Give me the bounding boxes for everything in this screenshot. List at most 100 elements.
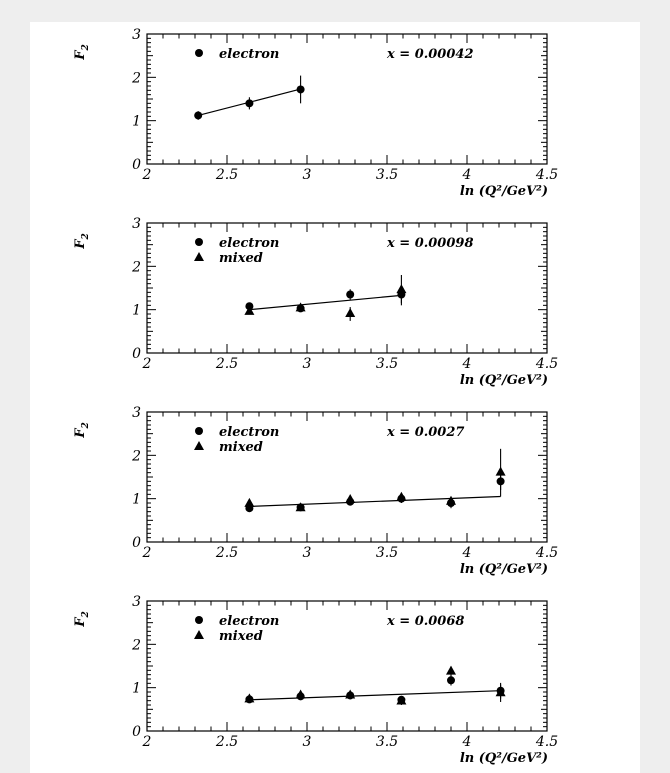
x-axis-label: ln (Q²/GeV²) [460,373,548,388]
x-tick-label: 2.5 [215,167,238,183]
y-tick-label: 1 [132,681,141,697]
x-tick-label: 3.5 [376,356,398,372]
y-axis-label: F2 [73,44,91,61]
y-tick-label: 1 [132,303,141,319]
data-point-mixed [396,695,407,705]
x-tick-label: 3.5 [376,734,398,750]
panel-annotation: x = 0.0027 [386,425,464,440]
x-tick-label: 4 [462,734,472,750]
data-point-mixed [244,693,255,703]
data-point-mixed [396,284,407,294]
x-tick-label: 4.5 [535,545,558,561]
legend-label-electron: electron [219,425,279,440]
y-axis-label-main: F [73,50,88,61]
y-axis-label-subscript: 2 [81,611,91,618]
x-tick-label: 2.5 [215,734,238,750]
x-tick-label: 3 [303,167,312,183]
x-tick-label: 4 [462,356,472,372]
y-axis-label-subscript: 2 [81,422,91,429]
legend-label-mixed: mixed [219,440,263,455]
data-point-electron [194,111,203,120]
fit-line [249,690,501,701]
x-tick-label: 4.5 [535,356,558,372]
data-point-mixed [345,689,356,699]
plot-frame [146,33,548,165]
y-tick-label: 3 [132,27,141,43]
data-point-electron [346,290,355,299]
data-point-mixed [345,308,356,317]
x-tick-label: 2 [142,167,152,183]
legend-marker-circle [195,427,203,435]
plot-frame [146,222,548,354]
x-tick-label: 3 [303,356,312,372]
x-tick-label: 3 [303,545,312,561]
legend-label-mixed: mixed [219,251,263,266]
x-tick-label: 2.5 [215,356,238,372]
legend-label-mixed: mixed [219,629,263,644]
legend-label-electron: electron [219,47,279,62]
data-point-mixed [244,497,255,507]
data-point-mixed [295,502,306,512]
fit-line [249,294,402,311]
data-point-mixed [345,493,356,503]
x-axis-label: ln (Q²/GeV²) [460,751,548,766]
data-point-mixed [396,491,407,501]
x-tick-label: 3.5 [376,545,398,561]
y-tick-label: 0 [132,535,141,551]
y-axis-label-main: F [73,239,88,250]
fit-line [249,495,501,508]
x-tick-label: 2 [142,356,152,372]
x-tick-label: 3 [303,734,312,750]
y-tick-label: 3 [132,594,141,610]
x-tick-label: 3.5 [376,167,398,183]
y-tick-label: 2 [131,70,141,86]
x-tick-label: 4 [462,545,472,561]
legend-marker-circle [195,616,203,624]
figure-sheet: 2 2.5 3 3.5 4 4.5 0 1 2 3 F2 ln (Q²/GeV²) x = 0.0004… [30,22,640,773]
data-point-mixed [446,495,456,505]
y-axis-label-text: F2 [73,233,91,250]
x-axis-label: ln (Q²/GeV²) [460,562,548,577]
data-point-mixed [446,665,456,675]
data-point-mixed [495,687,506,697]
y-axis-label: F2 [73,422,91,439]
y-axis-label-main: F [73,617,88,628]
data-point-electron [296,85,305,94]
y-tick-label: 0 [132,346,141,362]
plot-frame [146,411,548,543]
y-axis-label: F2 [73,233,91,250]
y-tick-label: 2 [131,448,141,464]
y-tick-label: 0 [132,157,141,173]
panel-annotation: x = 0.0068 [386,614,464,629]
y-tick-label: 2 [131,637,141,653]
y-axis-label-subscript: 2 [81,44,91,51]
plot-frame [146,600,548,732]
x-tick-label: 2 [142,734,152,750]
legend-marker-triangle [194,630,204,639]
legend-marker-circle [195,238,203,246]
y-axis-label-subscript: 2 [81,233,91,240]
y-tick-label: 3 [132,405,141,421]
x-tick-label: 2 [142,545,152,561]
panel-annotation: x = 0.00042 [386,47,474,62]
legend-marker-triangle [194,441,204,450]
data-point-mixed [244,305,255,315]
legend-marker-circle [195,49,203,57]
x-axis-label: ln (Q²/GeV²) [460,184,548,199]
y-axis-label-text: F2 [73,422,91,439]
legend-marker-triangle [194,252,204,261]
data-point-mixed [495,466,506,476]
y-axis-label-main: F [73,428,88,439]
panel-annotation: x = 0.00098 [386,236,474,251]
data-point-mixed [295,689,306,699]
data-point-mixed [295,302,306,312]
legend-label-electron: electron [219,236,279,251]
y-tick-label: 2 [131,259,141,275]
y-tick-label: 3 [132,216,141,232]
x-tick-label: 4.5 [535,167,558,183]
y-axis-label: F2 [73,611,91,628]
